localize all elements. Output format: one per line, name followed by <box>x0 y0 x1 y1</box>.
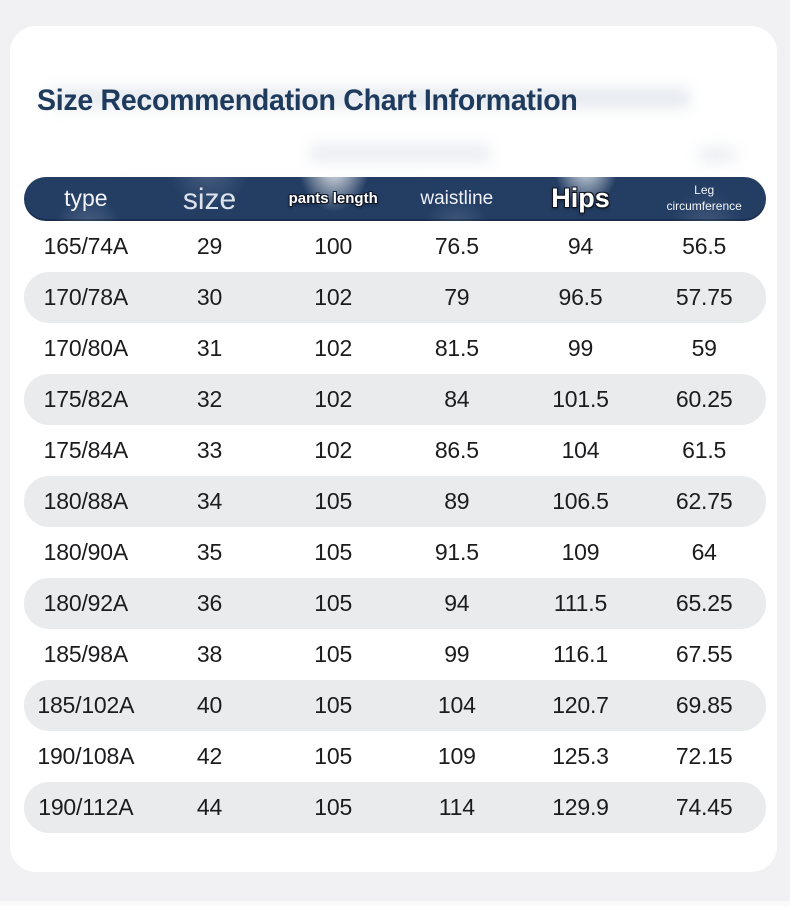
table-cell: 185/102A <box>37 692 135 718</box>
table-cell: 99 <box>444 641 470 667</box>
table-cell: 33 <box>196 437 223 463</box>
table-cell: 94 <box>567 233 594 259</box>
table-cell: 40 <box>196 692 223 718</box>
table-cell: 99 <box>567 335 594 361</box>
table-cell: 104 <box>437 692 476 718</box>
table-cell: 31 <box>196 335 223 361</box>
table-cell: 62.75 <box>675 488 733 514</box>
table-row: 185/102A 40 105 104 120.7 69.85 <box>24 680 766 731</box>
table-cell: 190/112A <box>38 794 134 820</box>
table-cell: 105 <box>314 590 353 616</box>
table-cell: 105 <box>314 641 353 667</box>
table-cell: 170/80A <box>43 335 128 361</box>
table-cell: 111.5 <box>553 590 608 616</box>
table-cell: 29 <box>196 233 223 259</box>
table-row: 170/80A 31 102 81.5 99 59 <box>24 323 766 374</box>
table-cell: 175/82A <box>43 386 128 412</box>
table-row: 185/98A 38 105 99 116.1 67.55 <box>24 629 766 680</box>
header-cell-hips: Hips <box>551 183 610 214</box>
table-cell: 116.1 <box>553 641 608 667</box>
table-cell: 72.15 <box>675 743 733 769</box>
table-cell: 59 <box>691 335 717 361</box>
table-cell: 74.45 <box>675 794 733 820</box>
table-cell: 89 <box>444 488 470 514</box>
table-row: 165/74A 29 100 76.5 94 56.5 <box>24 221 766 272</box>
table-cell: 165/74A <box>43 233 128 259</box>
header-cell-pants-length: pants length <box>288 189 378 207</box>
table-cell: 35 <box>196 539 223 565</box>
table-row: 190/112A 44 105 114 129.9 74.45 <box>24 782 766 833</box>
table-cell: 129.9 <box>552 794 609 820</box>
ghost-artifact <box>698 147 736 163</box>
table-cell: 105 <box>314 539 353 565</box>
table-cell: 180/88A <box>43 488 128 514</box>
table-cell: 120.7 <box>552 692 609 718</box>
ghost-artifact <box>310 144 490 162</box>
table-cell: 36 <box>196 590 223 616</box>
header-cell-size: size <box>182 182 237 216</box>
table-row: 175/82A 32 102 84 101.5 60.25 <box>24 374 766 425</box>
table-cell: 38 <box>196 641 223 667</box>
table-cell: 79 <box>444 284 470 310</box>
table-cell: 106.5 <box>552 488 609 514</box>
table-row: 180/88A 34 105 89 106.5 62.75 <box>24 476 766 527</box>
table-cell: 105 <box>314 692 353 718</box>
table-cell: 64 <box>691 539 717 565</box>
header-cell-type: type <box>64 185 108 212</box>
table-row: 180/90A 35 105 91.5 109 64 <box>24 527 766 578</box>
table-body: 165/74A 29 100 76.5 94 56.5 170/78A 30 102 79 96.5… <box>24 221 766 833</box>
table-cell: 105 <box>314 794 353 820</box>
table-cell: 100 <box>314 233 353 259</box>
table-header-row: type size pants length waistline Hips Le… <box>24 177 766 221</box>
table-cell: 102 <box>314 284 353 310</box>
table-cell: 101.5 <box>552 386 609 412</box>
table-cell: 32 <box>196 386 223 412</box>
table-cell: 180/90A <box>43 539 128 565</box>
table-cell: 86.5 <box>434 437 479 463</box>
table-cell: 102 <box>314 386 353 412</box>
table-cell: 44 <box>196 794 223 820</box>
page-title: Size Recommendation Chart Information <box>37 84 578 117</box>
table-cell: 125.3 <box>552 743 609 769</box>
table-cell: 114 <box>438 794 475 820</box>
table-cell: 96.5 <box>558 284 603 310</box>
header-cell-waistline: waistline <box>420 187 494 209</box>
table-cell: 105 <box>314 488 353 514</box>
table-cell: 56.5 <box>682 233 727 259</box>
table-row: 170/78A 30 102 79 96.5 57.75 <box>24 272 766 323</box>
table-cell: 102 <box>314 335 353 361</box>
table-cell: 170/78A <box>43 284 128 310</box>
table-cell: 109 <box>437 743 476 769</box>
table-cell: 81.5 <box>434 335 479 361</box>
table-cell: 185/98A <box>43 641 128 667</box>
size-table: type size pants length waistline Hips Le… <box>24 177 766 833</box>
table-cell: 109 <box>561 539 600 565</box>
table-cell: 91.5 <box>434 539 479 565</box>
table-cell: 60.25 <box>675 386 733 412</box>
table-cell: 34 <box>196 488 223 514</box>
table-row: 180/92A 36 105 94 111.5 65.25 <box>24 578 766 629</box>
table-cell: 42 <box>196 743 223 769</box>
table-cell: 57.75 <box>675 284 733 310</box>
table-cell: 190/108A <box>37 743 135 769</box>
table-row: 190/108A 42 105 109 125.3 72.15 <box>24 731 766 782</box>
table-row: 175/84A 33 102 86.5 104 61.5 <box>24 425 766 476</box>
table-cell: 69.85 <box>675 692 733 718</box>
table-cell: 175/84A <box>43 437 128 463</box>
table-cell: 104 <box>561 437 600 463</box>
table-cell: 61.5 <box>682 437 727 463</box>
table-cell: 65.25 <box>675 590 733 616</box>
table-cell: 84 <box>444 386 470 412</box>
bottom-strip <box>0 901 790 906</box>
table-cell: 105 <box>314 743 353 769</box>
header-cell-leg-circumference: Leg circumference <box>666 183 742 213</box>
table-cell: 67.55 <box>675 641 733 667</box>
table-cell: 102 <box>314 437 353 463</box>
table-cell: 30 <box>196 284 223 310</box>
table-cell: 76.5 <box>434 233 479 259</box>
table-cell: 94 <box>444 590 470 616</box>
table-cell: 180/92A <box>43 590 128 616</box>
